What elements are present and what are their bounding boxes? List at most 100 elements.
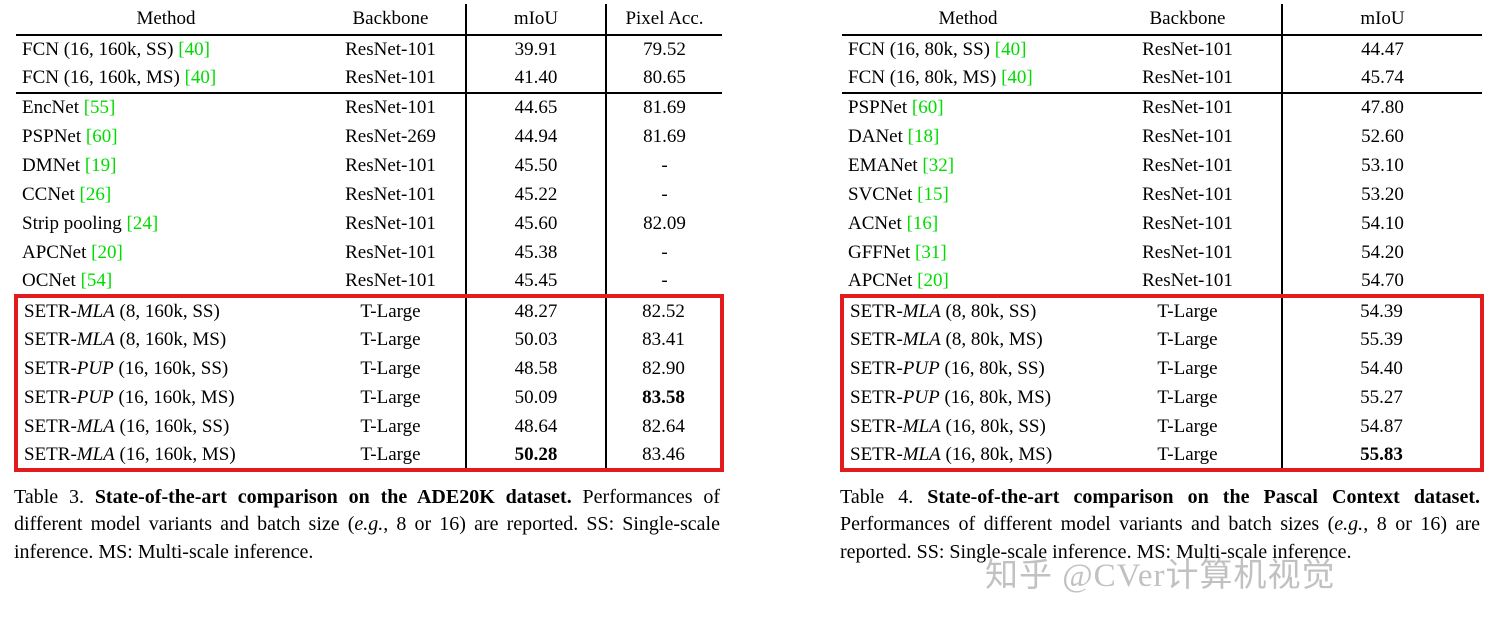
value-cell: 39.91 [465,35,606,64]
method-variant: MLA [902,328,941,350]
method-cell: FCN (16, 80k, MS) [40] [842,64,1094,93]
method-cell: Strip pooling [24] [16,209,316,238]
citation-ref: [15] [917,183,949,205]
text-segment: OCNet [22,269,81,291]
table-row: EMANet [32] ResNet-101 53.10 [842,151,1482,180]
table-row: OCNet [54] ResNet-101 45.45- [16,267,722,296]
method-cell: EMANet [32] [842,151,1094,180]
value-cell: ResNet-101 [1142,212,1233,234]
text-segment: APCNet [22,241,92,263]
method-cell: DMNet [19] [16,151,316,180]
method-cell: SETR-MLA (16, 160k, SS) [16,412,316,441]
text-segment: (8, 80k, SS) [940,300,1037,322]
table-header: Method Backbone mIoU [842,4,1482,35]
value-cell: T-Large [360,328,421,350]
caption-segment: , 8 or 16) are reported. SS: Single-scal… [840,513,1481,563]
text-segment: (16, 160k, MS) [114,443,236,465]
value-cell: T-Large [1157,415,1218,437]
text-segment: GFFNet [848,241,916,263]
table-row: SETR-MLA (16, 80k, MS) T-Large 55.83 [842,441,1482,470]
table-row: CCNet [26] ResNet-101 45.22- [16,180,722,209]
citation-ref: [16] [906,212,939,234]
value-cell: ResNet-101 [1142,154,1233,176]
table-row: SETR-PUP (16, 160k, SS) T-Large 48.58 82.90 [16,354,722,383]
value-cell: 82.52 [605,296,722,325]
caption-segment: Performances of different model variants… [14,486,720,536]
method-variant: PUP [76,357,114,379]
column-header: Method [136,8,196,29]
method-variant: MLA [76,443,115,465]
column-header: mIoU [465,4,606,35]
text-segment: SETR- [24,328,77,350]
value-cell: 45.22 [465,180,606,209]
method-variant: PUP [902,357,940,379]
method-variant: MLA [902,443,941,465]
text-segment: (16, 160k, SS) [113,357,229,379]
value-cell: 48.58 [465,354,606,383]
text-segment: PSPNet [848,97,912,118]
table-row: APCNet [20] ResNet-101 54.70 [842,267,1482,296]
citation-ref: [55] [83,97,116,118]
caption-segment: Table 4. [840,486,928,508]
value-cell: 44.94 [465,122,606,151]
text-segment: (16, 80k, MS) [939,386,1052,408]
method-cell: SETR-MLA (16, 80k, SS) [842,412,1094,441]
value-cell: T-Large [1157,328,1218,350]
value-cell: 45.45 [465,267,606,296]
value-cell: ResNet-101 [1142,97,1233,118]
table-row: DMNet [19] ResNet-101 45.50- [16,151,722,180]
caption-segment: e.g. [1334,513,1364,536]
text-segment: SETR- [24,443,77,465]
row-group: FCN (16, 80k, SS) [40] ResNet-101 44.47 FCN… [842,35,1482,93]
value-cell: 47.80 [1281,93,1482,122]
value-cell: ResNet-101 [345,154,436,176]
value-cell: 83.46 [605,441,722,470]
value-cell: T-Large [1157,300,1218,322]
value-cell: 50.09 [465,383,606,412]
table4-caption: Table 4. State-of-the-art comparison on … [840,484,1480,566]
method-cell: SETR-PUP (16, 80k, MS) [842,383,1094,412]
row-group: PSPNet [60] ResNet-101 47.80 DANet [18] ResN… [842,93,1482,296]
value-cell: - [605,238,722,267]
value-cell: 54.39 [1281,296,1482,325]
method-cell: APCNet [20] [16,238,316,267]
text-segment: (16, 80k, SS) [940,415,1046,437]
value-cell: 45.60 [465,209,606,238]
value-cell: 54.40 [1281,354,1482,383]
method-cell: SVCNet [15] [842,180,1094,209]
text-segment: SETR- [24,415,77,437]
value-cell: T-Large [1157,443,1218,465]
value-cell: 48.64 [465,412,606,441]
value-cell: 48.27 [465,296,606,325]
value-cell: 82.90 [605,354,722,383]
table-row: SETR-MLA (16, 160k, MS) T-Large 50.28 83.46 [16,441,722,470]
comparison-table-pascal-context: Method Backbone mIoU FCN (16, 80k, SS) [40]… [840,4,1484,472]
method-cell: SETR-MLA (8, 160k, MS) [16,325,316,354]
value-cell: 82.64 [605,412,722,441]
method-cell: SETR-MLA (8, 80k, SS) [842,296,1094,325]
value-cell: 82.09 [605,209,722,238]
value-cell: 54.20 [1281,238,1482,267]
citation-ref: [40] [184,67,217,88]
value-cell: 45.38 [465,238,606,267]
citation-ref: [60] [85,125,118,147]
table-row: PSPNet [60] ResNet-101 47.80 [842,93,1482,122]
text-segment: SETR- [24,300,77,322]
caption-segment: e.g. [354,513,384,536]
text-segment: PSPNet [22,125,86,147]
table-row: EncNet [55] ResNet-101 44.65 81.69 [16,93,722,122]
citation-ref: [24] [126,212,159,234]
caption-segment: Performances of different model variants… [840,513,1335,536]
value-cell: ResNet-101 [345,241,436,263]
method-cell: ACNet [16] [842,209,1094,238]
caption-segment: State-of-the-art comparison on the Pasca… [927,486,1480,508]
citation-ref: [40] [178,39,210,60]
value-cell: 55.39 [1281,325,1482,354]
value-cell: 53.20 [1281,180,1482,209]
column-header: Backbone [352,8,429,29]
text-segment: SETR- [850,443,903,465]
table-row: SETR-MLA (16, 160k, SS) T-Large 48.64 82.64 [16,412,722,441]
value-cell: ResNet-269 [345,125,436,147]
citation-ref: [20] [91,241,123,263]
method-cell: FCN (16, 80k, SS) [40] [842,35,1094,64]
